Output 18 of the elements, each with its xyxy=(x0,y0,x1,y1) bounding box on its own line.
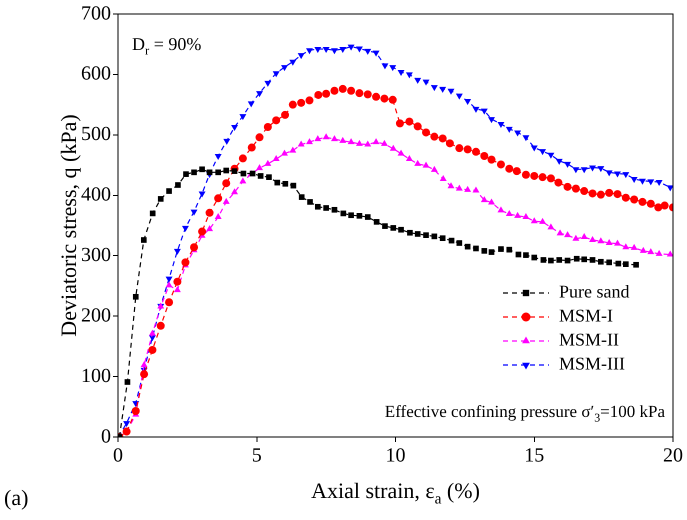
y-tick-label: 300 xyxy=(81,244,111,266)
y-tick-label: 0 xyxy=(101,425,111,448)
y-tick-label: 700 xyxy=(81,2,111,24)
legend-label: MSM-II xyxy=(559,330,620,350)
x-tick-label: 15 xyxy=(524,444,544,466)
text: (a) xyxy=(4,485,28,510)
legend-label: MSM-I xyxy=(559,306,614,326)
y-tick-label: 600 xyxy=(81,62,111,85)
x-tick-label: 20 xyxy=(663,444,683,466)
x-tick-label: 5 xyxy=(252,444,262,466)
x-tick-label: 10 xyxy=(386,444,406,466)
legend-label: MSM-III xyxy=(559,354,626,374)
y-tick-label: 200 xyxy=(81,304,111,326)
y-tick-label: 500 xyxy=(81,123,111,146)
y-tick-label: 100 xyxy=(81,364,111,387)
legend-label: Pure sand xyxy=(559,282,630,302)
y-axis-title: Deviatoric stress, q (kPa) xyxy=(56,114,81,337)
y-tick-label: 400 xyxy=(81,184,111,206)
